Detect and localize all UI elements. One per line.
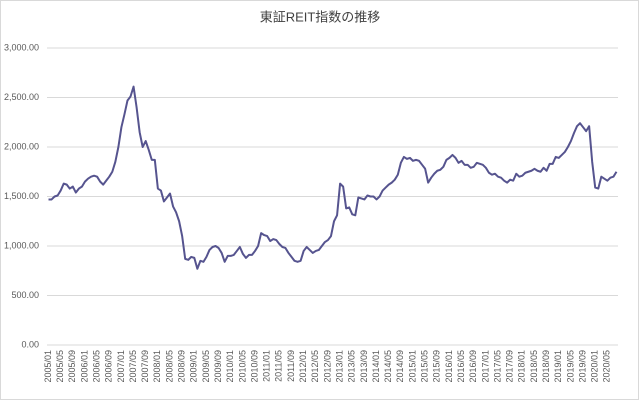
- x-tick-label: 2009/09: [213, 350, 223, 383]
- x-tick-label: 2016/05: [456, 350, 466, 383]
- x-tick-label: 2016/09: [468, 350, 478, 383]
- y-tick-label: 1,500.00: [4, 191, 39, 201]
- x-tick-label: 2018/01: [517, 350, 527, 383]
- y-tick-label: 3,000.00: [4, 42, 39, 52]
- x-tick-label: 2008/05: [164, 350, 174, 383]
- x-tick-label: 2019/09: [577, 350, 587, 383]
- x-tick-label: 2005/05: [55, 350, 65, 383]
- x-tick-label: 2006/01: [79, 350, 89, 383]
- x-tick-label: 2018/09: [541, 350, 551, 383]
- x-tick-label: 2018/05: [529, 350, 539, 383]
- x-tick-label: 2006/05: [91, 350, 101, 383]
- x-tick-label: 2005/01: [43, 350, 53, 383]
- x-tick-label: 2011/05: [274, 350, 284, 382]
- x-tick-label: 2016/01: [444, 350, 454, 383]
- data-line: [48, 85, 618, 270]
- x-tick-label: 2012/05: [310, 350, 320, 383]
- x-tick-label: 2009/01: [189, 350, 199, 383]
- x-tick-label: 2015/05: [420, 350, 430, 383]
- x-tick-label: 2014/05: [383, 350, 393, 383]
- x-tick-label: 2020/05: [602, 350, 612, 383]
- x-tick-label: 2012/09: [322, 350, 332, 383]
- y-tick-label: 1,000.00: [4, 240, 39, 250]
- x-tick-label: 2011/09: [286, 350, 296, 382]
- x-tick-label: 2008/01: [152, 350, 162, 383]
- x-tick-label: 2007/01: [116, 350, 126, 383]
- y-tick-label: 2,000.00: [4, 141, 39, 151]
- x-tick-label: 2013/05: [347, 350, 357, 383]
- y-tick-label: 0.00: [21, 339, 39, 349]
- x-tick-label: 2017/05: [492, 350, 502, 383]
- x-tick-label: 2007/09: [140, 350, 150, 383]
- x-tick-label: 2009/05: [201, 350, 211, 383]
- x-tick-label: 2019/05: [565, 350, 575, 383]
- x-tick-label: 2010/01: [225, 350, 235, 383]
- x-tick-label: 2017/01: [480, 350, 490, 383]
- x-tick-label: 2007/05: [128, 350, 138, 383]
- x-tick-label: 2008/09: [177, 350, 187, 383]
- y-tick-label: 500.00: [11, 290, 39, 300]
- x-tick-label: 2012/01: [298, 350, 308, 383]
- x-tick-label: 2015/09: [432, 350, 442, 383]
- chart-title: 東証REIT指数の推移: [260, 9, 381, 24]
- x-tick-label: 2020/01: [590, 350, 600, 383]
- x-tick-label: 2014/01: [371, 350, 381, 383]
- x-tick-label: 2015/01: [407, 350, 417, 383]
- x-tick-label: 2011/01: [262, 350, 272, 382]
- x-tick-label: 2005/09: [67, 350, 77, 383]
- x-tick-label: 2014/09: [395, 350, 405, 383]
- x-tick-label: 2013/09: [359, 350, 369, 383]
- x-tick-label: 2010/05: [237, 350, 247, 383]
- y-tick-label: 2,500.00: [4, 92, 39, 102]
- x-tick-label: 2013/01: [334, 350, 344, 383]
- x-tick-label: 2019/01: [553, 350, 563, 383]
- x-tick-label: 2006/09: [104, 350, 114, 383]
- x-tick-label: 2017/09: [505, 350, 515, 383]
- x-tick-label: 2010/09: [249, 350, 259, 383]
